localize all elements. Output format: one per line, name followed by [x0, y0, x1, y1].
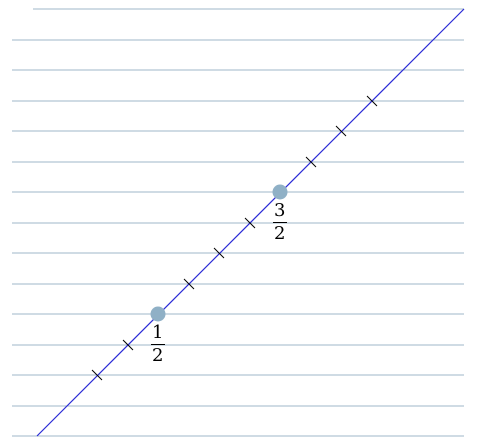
- denominator: 2: [274, 223, 286, 244]
- numerator: 3: [274, 200, 286, 221]
- denominator: 2: [152, 345, 164, 366]
- point-three-halves: [272, 184, 288, 200]
- tick-mark: [305, 156, 317, 168]
- tick-mark: [183, 278, 195, 290]
- fraction-bar: [272, 222, 287, 223]
- tick-mark: [122, 339, 134, 351]
- fraction-bar: [150, 344, 165, 345]
- point-one-half: [150, 306, 166, 322]
- diagonal-number-line: [36, 8, 465, 437]
- label-one-half: 1 2: [150, 323, 165, 366]
- tick-marks: [91, 95, 378, 381]
- tick-mark: [244, 217, 256, 229]
- tick-mark: [213, 247, 225, 259]
- tick-mark: [335, 125, 347, 137]
- tick-mark: [91, 369, 103, 381]
- numerator: 1: [152, 322, 164, 343]
- tick-mark: [366, 95, 378, 107]
- ruled-lines: [12, 8, 464, 437]
- label-three-halves: 3 2: [272, 201, 287, 244]
